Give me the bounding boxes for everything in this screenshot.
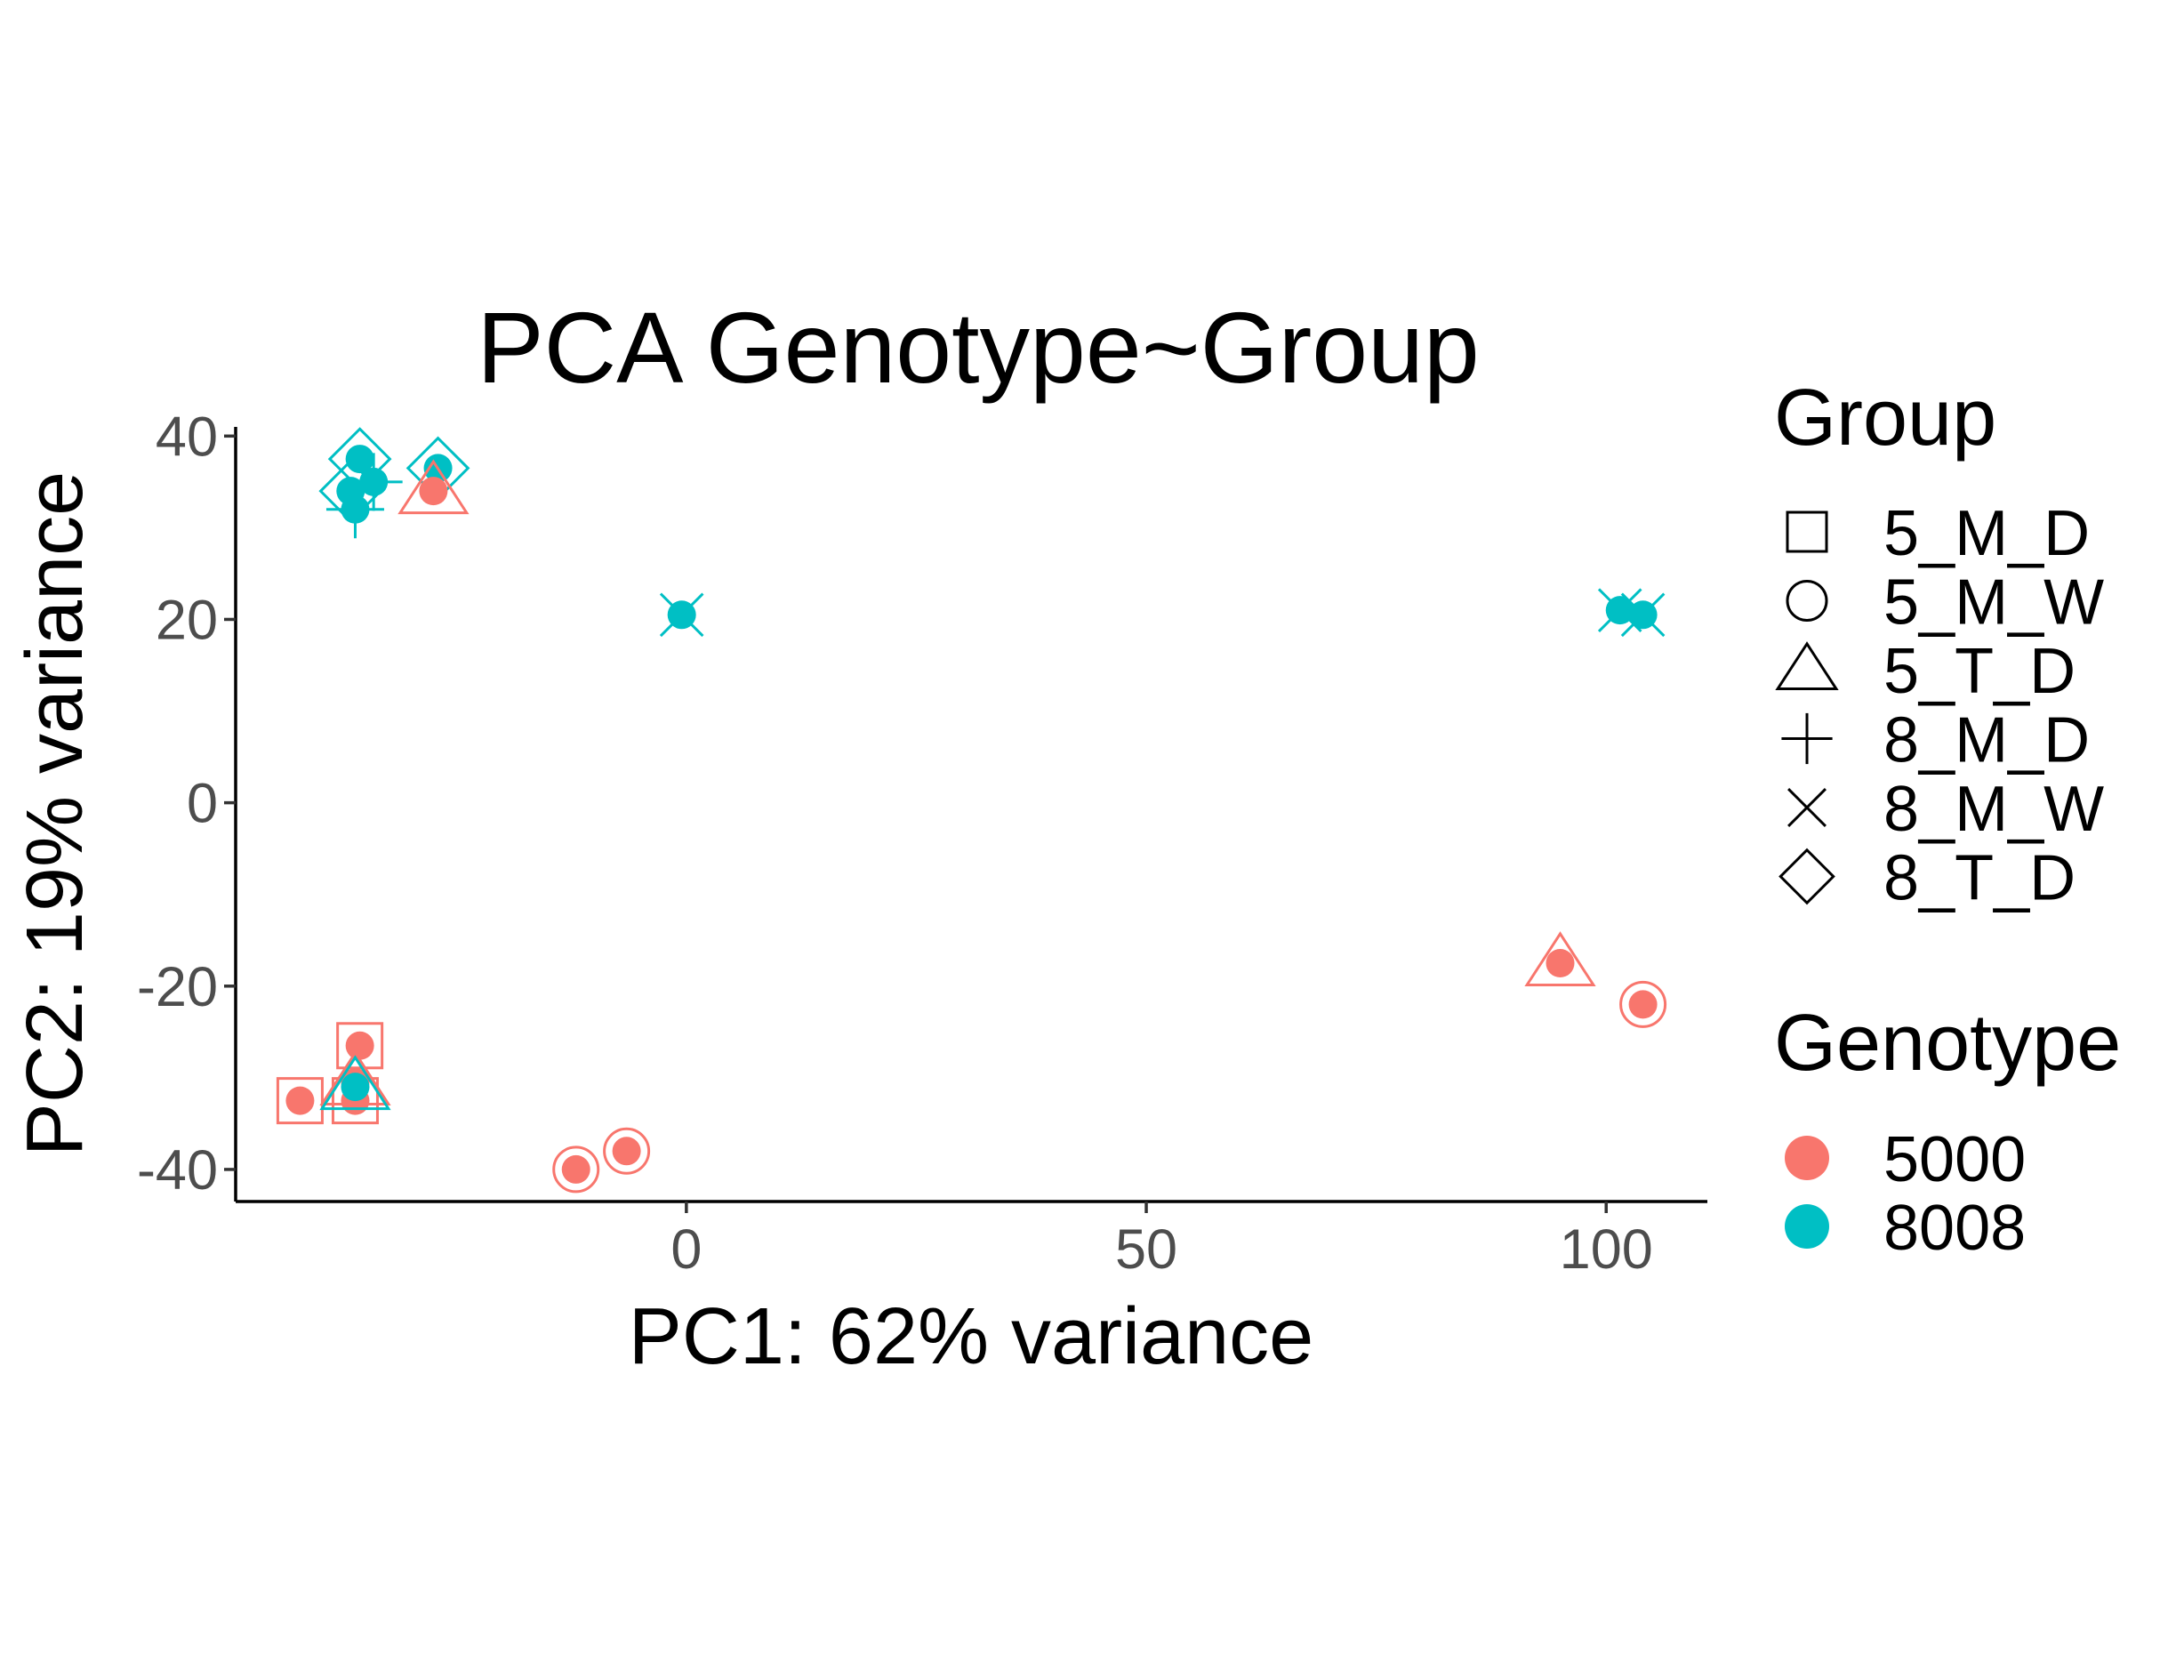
axes <box>234 427 1707 1203</box>
legend-genotype-title: Genotype <box>1774 999 2121 1088</box>
chart-title: PCA Genotype~Group <box>477 292 1480 404</box>
diamond-icon <box>1779 848 1835 905</box>
data-point <box>344 453 403 511</box>
legend-color-swatch <box>1785 1204 1829 1249</box>
legend-group-label: 8_M_D <box>1883 705 2090 776</box>
legend-group-entries: 5_M_D5_M_W5_T_D8_M_D8_M_W8_T_D <box>1775 498 2104 914</box>
legend-group-label: 8_M_W <box>1883 774 2104 845</box>
legend-group-label: 5_M_W <box>1883 567 2104 639</box>
legend-group: Group 5_M_D5_M_W5_T_D8_M_D8_M_W8_T_D <box>1774 374 2104 914</box>
legend-group-item: 8_M_D <box>1781 705 2090 776</box>
data-point <box>336 1022 384 1070</box>
legend-genotype-label: 8008 <box>1883 1193 2026 1264</box>
data-points <box>276 427 1667 1194</box>
square-icon <box>1786 510 1828 553</box>
legend-group-label: 8_T_D <box>1883 843 2076 914</box>
data-point <box>552 1145 600 1194</box>
legend-group-label: 5_T_D <box>1883 636 2076 707</box>
data-point <box>1597 588 1642 632</box>
data-point <box>603 1127 651 1175</box>
legend-group-item: 8_T_D <box>1779 843 2076 914</box>
x-tick-label: 0 <box>670 1218 702 1281</box>
plus-icon <box>1781 712 1833 765</box>
y-ticks: -40 -20 0 20 40 <box>137 406 236 1202</box>
legend-group-item: 8_M_W <box>1787 774 2104 845</box>
triangle-icon <box>1775 641 1839 691</box>
x-axis-title: PC1: 62% variance <box>629 1292 1313 1381</box>
y-tick-label: 40 <box>156 406 218 468</box>
x-ticks: 0 50 100 <box>670 1202 1653 1281</box>
legend-group-title: Group <box>1774 374 1996 462</box>
x-tick-label: 100 <box>1560 1218 1653 1281</box>
data-point <box>319 1055 391 1111</box>
legend-group-label: 5_M_D <box>1883 498 2090 569</box>
data-point <box>397 459 470 515</box>
y-tick-label: -20 <box>137 956 218 1018</box>
legend-genotype-item: 5000 <box>1785 1124 2026 1195</box>
y-axis-title: PC2: 19% variance <box>11 471 100 1156</box>
circle-icon <box>1786 580 1828 622</box>
legend-color-swatch <box>1785 1136 1829 1180</box>
legend-group-item: 5_M_D <box>1786 498 2090 569</box>
legend-group-item: 5_T_D <box>1775 636 2076 707</box>
data-point <box>659 592 704 638</box>
data-point <box>1524 931 1596 986</box>
legend-genotype-label: 5000 <box>1883 1124 2026 1195</box>
y-tick-label: 0 <box>187 773 218 835</box>
y-tick-label: 20 <box>156 589 218 651</box>
y-tick-label: -40 <box>137 1139 218 1202</box>
legend-genotype-item: 8008 <box>1785 1193 2026 1264</box>
cross-icon <box>1787 788 1827 827</box>
legend-group-item: 5_M_W <box>1786 567 2104 639</box>
data-point <box>1620 592 1666 638</box>
x-tick-label: 50 <box>1115 1218 1177 1281</box>
data-point <box>325 480 384 539</box>
data-point <box>1619 980 1667 1028</box>
data-point <box>276 1077 324 1125</box>
